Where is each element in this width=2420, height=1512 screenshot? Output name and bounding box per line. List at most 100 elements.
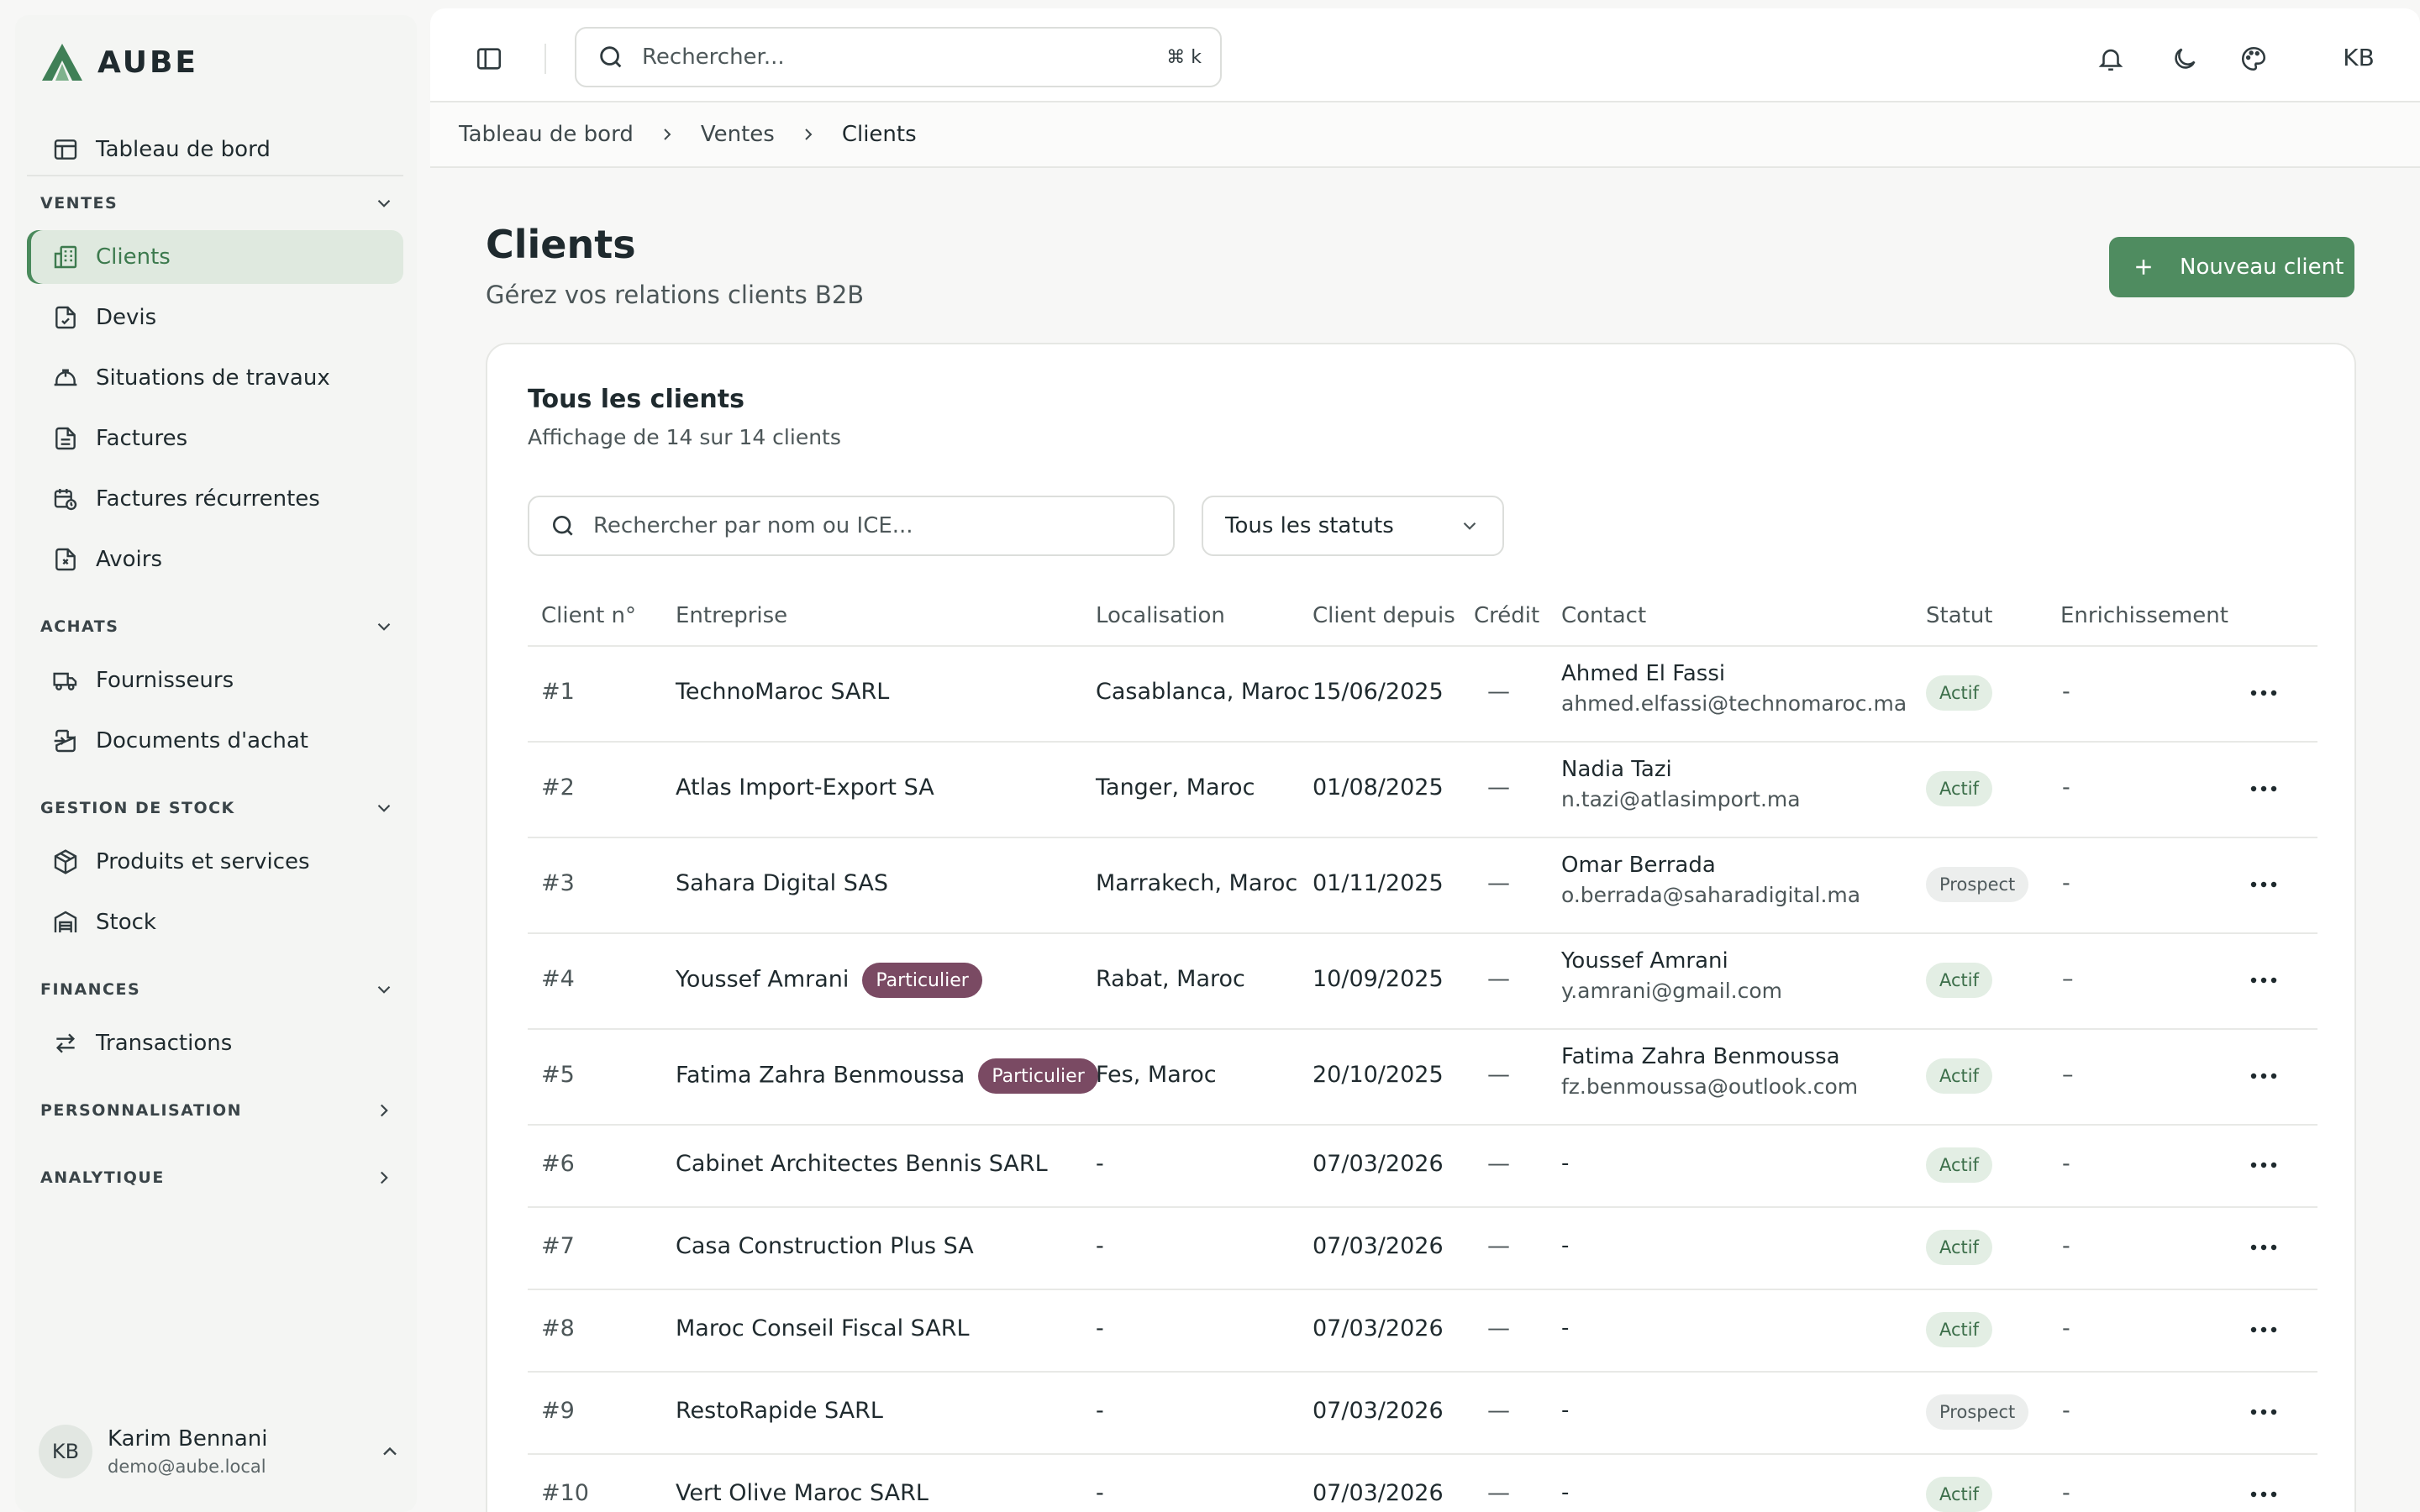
contact-cell: Fatima Zahra Benmoussa fz.benmoussa@outlo… [1561,1044,1858,1099]
company-cell[interactable]: Maroc Conseil Fiscal SARL [676,1315,970,1341]
contact-email[interactable]: o.berrada@saharadigital.ma [1561,883,1861,907]
status-badge: Actif [1926,1058,1993,1094]
status-filter-select[interactable]: Tous les statuts [1202,496,1504,556]
company-cell[interactable]: Cabinet Architectes Bennis SARL [676,1151,1048,1177]
location-cell: Marrakech, Maroc [1096,870,1298,896]
toggle-sidebar-button[interactable] [471,40,508,77]
global-search-input[interactable] [642,45,1167,70]
new-client-label: Nouveau client [2180,255,2344,280]
sidebar-item-dashboard[interactable]: Tableau de bord [27,123,403,176]
column-header-contact[interactable]: Contact [1561,603,1647,628]
breadcrumb-item-ventes[interactable]: Ventes [700,122,775,147]
breadcrumb-item-clients: Clients [841,122,917,147]
sidebar: AUBE Tableau de bord VENTES Clients Devi… [15,15,417,1512]
contact-email[interactable]: fz.benmoussa@outlook.com [1561,1074,1859,1099]
column-header-location[interactable]: Localisation [1096,603,1225,628]
company-cell[interactable]: TechnoMaroc SARL [676,679,889,705]
sidebar-item-label: Situations de travaux [96,365,330,391]
column-header-num[interactable]: Client n° [541,603,637,628]
company-cell[interactable]: Casa Construction Plus SA [676,1233,974,1259]
breadcrumb: Tableau de bord Ventes Clients [430,102,2420,168]
global-search[interactable]: ⌘ k [575,27,1222,87]
client-search[interactable] [528,496,1175,556]
company-cell[interactable]: Fatima Zahra Benmoussa Particulier [676,1058,1098,1094]
sidebar-item-transactions[interactable]: Transactions [27,1016,403,1070]
credit-cell: — [1487,1398,1510,1424]
client-number: #3 [541,870,575,896]
company-cell[interactable]: Atlas Import-Export SA [676,774,934,801]
logo[interactable]: AUBE [39,39,198,86]
contact-cell: - [1561,1315,1569,1341]
chevron-right-icon [380,1104,388,1117]
row-actions-button[interactable] [2247,970,2281,990]
bell-icon [2098,49,2123,71]
sidebar-item-produits[interactable]: Produits et services [27,835,403,889]
location-cell: Casablanca, Maroc [1096,679,1310,705]
column-header-credit[interactable]: Crédit [1474,603,1540,628]
sidebar-item-factures-recurrentes[interactable]: Factures récurrentes [27,472,403,526]
row-actions-button[interactable] [2247,1155,2281,1175]
card-subtitle: Affichage de 14 sur 14 clients [528,425,841,449]
column-header-enrichment[interactable]: Enrichissement [2060,603,2228,628]
enrichment-cell: - [2062,870,2070,896]
company-name: Youssef Amrani [676,966,850,993]
sidebar-item-documents-achat[interactable]: Documents d'achat [27,714,403,768]
chevron-right-icon [664,129,671,140]
moon-icon [2175,48,2196,69]
section-finances[interactable]: FINANCES [40,973,403,1006]
column-header-status[interactable]: Statut [1926,603,1993,628]
sidebar-item-clients[interactable]: Clients [27,230,403,284]
breadcrumb-item-dashboard[interactable]: Tableau de bord [459,122,634,147]
status-badge: Actif [1926,675,1993,711]
sidebar-item-label: Stock [96,910,156,935]
sidebar-item-devis[interactable]: Devis [27,291,403,344]
section-analytique[interactable]: ANALYTIQUE [40,1161,403,1194]
palette-button[interactable] [2235,40,2272,77]
column-header-since[interactable]: Client depuis [1313,603,1455,628]
row-actions-button[interactable] [2247,1237,2281,1257]
sidebar-item-label: Documents d'achat [96,728,308,753]
top-avatar[interactable]: KB [2343,43,2375,71]
more-horizontal-icon [2250,1244,2277,1251]
sidebar-item-situations[interactable]: Situations de travaux [27,351,403,405]
row-actions-button[interactable] [2247,683,2281,703]
sidebar-item-fournisseurs[interactable]: Fournisseurs [27,654,403,707]
sidebar-item-factures[interactable]: Factures [27,412,403,465]
brand-name: AUBE [97,45,199,80]
company-cell[interactable]: Sahara Digital SAS [676,870,888,896]
user-menu[interactable]: KB Karim Bennani demo@aube.local [39,1418,402,1485]
client-since-cell: 01/08/2025 [1313,774,1444,801]
contact-name: - [1561,1233,1570,1258]
page-subtitle: Gérez vos relations clients B2B [486,281,865,309]
section-achats[interactable]: ACHATS [40,610,403,643]
contact-email[interactable]: n.tazi@atlasimport.ma [1561,787,1801,811]
company-cell[interactable]: Youssef Amrani Particulier [676,963,982,998]
client-search-input[interactable] [593,513,1173,538]
company-cell[interactable]: Vert Olive Maroc SARL [676,1480,929,1506]
sidebar-item-stock[interactable]: Stock [27,895,403,949]
section-label: GESTION DE STOCK [40,799,235,817]
client-number: #2 [541,774,575,801]
new-client-button[interactable]: Nouveau client [2109,237,2354,297]
row-actions-button[interactable] [2247,1066,2281,1086]
sidebar-item-avoirs[interactable]: Avoirs [27,533,403,586]
contact-email[interactable]: ahmed.elfassi@technomaroc.ma [1561,691,1907,716]
status-badge: Prospect [1926,867,2029,902]
theme-toggle-button[interactable] [2166,40,2203,77]
section-gestion-stock[interactable]: GESTION DE STOCK [40,791,403,825]
row-actions-button[interactable] [2247,1484,2281,1504]
column-header-company[interactable]: Entreprise [676,603,788,628]
truck-icon [53,672,77,690]
sidebar-item-label: Fournisseurs [96,668,234,693]
section-personnalisation[interactable]: PERSONNALISATION [40,1094,403,1127]
section-ventes[interactable]: VENTES [40,186,403,220]
company-cell[interactable]: RestoRapide SARL [676,1398,883,1424]
row-actions-button[interactable] [2247,1402,2281,1422]
row-actions-button[interactable] [2247,874,2281,895]
notifications-button[interactable] [2092,40,2129,77]
contact-email[interactable]: y.amrani@gmail.com [1561,979,1783,1003]
contact-name: - [1561,1398,1570,1423]
enrichment-cell: - [2062,679,2070,705]
row-actions-button[interactable] [2247,779,2281,799]
row-actions-button[interactable] [2247,1320,2281,1340]
